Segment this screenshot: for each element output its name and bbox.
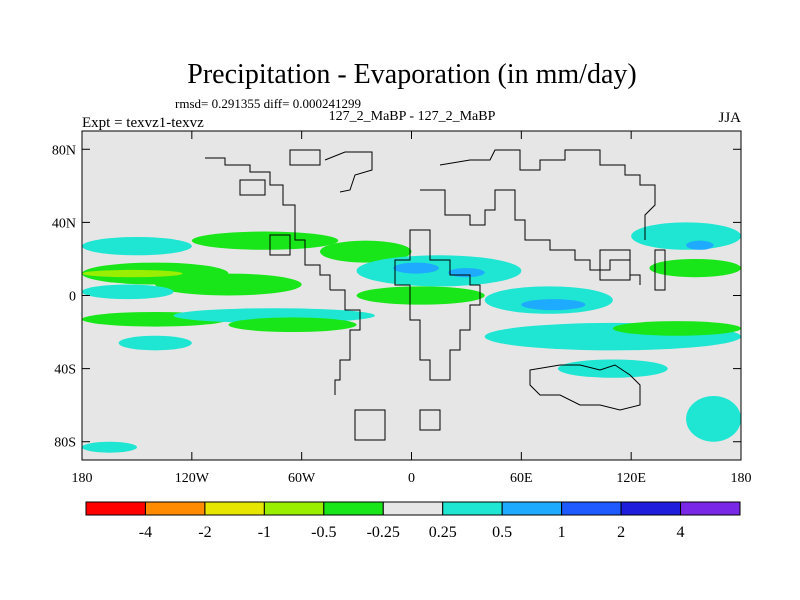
- map-panel: [81, 130, 742, 461]
- field-region-blue-20: [686, 240, 714, 250]
- field-region-green-18: [612, 321, 741, 336]
- coastline: [205, 149, 666, 441]
- colorbar-swatch-4: [323, 501, 384, 516]
- field-region-cyan-23: [557, 359, 668, 378]
- field-region-cyan-9: [118, 335, 192, 351]
- field-region-green-22: [356, 286, 485, 305]
- x-tick-label-0: 180: [72, 471, 93, 486]
- colorbar-label-1: -2: [198, 524, 211, 541]
- chart-case: 127_2_MaBP - 127_2_MaBP: [329, 109, 496, 124]
- field-region-cyan-4: [82, 284, 174, 300]
- colorbar-swatch-9: [620, 501, 682, 516]
- colorbar-label-2: -1: [258, 524, 271, 541]
- y-tick-label-1: 40S: [54, 363, 76, 378]
- x-tick-label-3: 0: [408, 471, 415, 486]
- season-label: JJA: [718, 110, 741, 126]
- colorbar-swatch-2: [204, 501, 265, 516]
- chart-title: Precipitation - Evaporation (in mm/day): [187, 59, 636, 90]
- colorbar-label-8: 2: [617, 524, 625, 541]
- colorbar-swatch-3: [263, 501, 325, 516]
- field-region-green-11: [319, 240, 412, 263]
- colorbar-swatch-10: [680, 501, 741, 516]
- colorbar-label-9: 4: [677, 524, 685, 541]
- x-tick-label-5: 120E: [616, 471, 646, 486]
- x-tick-label-1: 120W: [175, 471, 210, 486]
- colorbar: -4 -2 -1 -0.5 -0.25 0.25 0.5 1 2 4: [85, 501, 741, 541]
- colorbar-label-5: 0.25: [429, 524, 457, 541]
- colorbar-label-3: -0.5: [311, 524, 336, 541]
- field-region-cyan-24: [686, 396, 742, 442]
- colorbar-label-7: 1: [558, 524, 566, 541]
- colorbar-swatch-1: [144, 501, 206, 516]
- colorbar-label-0: -4: [139, 524, 152, 541]
- field-region-cyan-10: [82, 441, 137, 453]
- expt-label: Expt = texvz1-texvz: [82, 115, 204, 131]
- y-tick-label-2: 0: [69, 290, 76, 305]
- field-region-cyan-12: [356, 255, 522, 287]
- field-region-blue-13: [393, 262, 439, 274]
- field-region-green-7: [228, 317, 357, 333]
- x-tick-label-2: 60W: [288, 471, 316, 486]
- field-region-cyan-19: [631, 222, 741, 250]
- x-tick-label-4: 60E: [510, 471, 533, 486]
- colorbar-swatch-0: [85, 501, 146, 516]
- y-axis: 80S 40S 0 40N 80N: [52, 143, 741, 451]
- colorbar-label-4: -0.25: [367, 524, 400, 541]
- colorbar-label-6: 0.5: [492, 524, 512, 541]
- field-region-lime-1: [81, 269, 183, 278]
- y-tick-label-4: 80N: [52, 143, 76, 158]
- field-region-green-8: [191, 231, 339, 250]
- colorbar-swatch-7: [501, 501, 563, 516]
- x-axis: 180 120W 60W 0 60E 120E 180: [72, 131, 752, 486]
- field-region-cyan-3: [82, 237, 192, 256]
- colorbar-swatch-6: [442, 501, 503, 516]
- x-tick-label-6: 180: [731, 471, 752, 486]
- field-region-green-2: [155, 273, 302, 296]
- y-tick-label-3: 40N: [52, 216, 76, 231]
- colorbar-swatch-8: [561, 501, 622, 516]
- chart-stats: rmsd= 0.291355 diff= 0.000241299: [175, 96, 361, 111]
- field-contours: [81, 222, 742, 453]
- field-region-green-21: [649, 258, 741, 278]
- field-region-blue-16: [521, 299, 586, 311]
- y-tick-label-0: 80S: [54, 436, 76, 451]
- field-region-blue-14: [448, 268, 485, 278]
- colorbar-swatch-5: [382, 501, 444, 516]
